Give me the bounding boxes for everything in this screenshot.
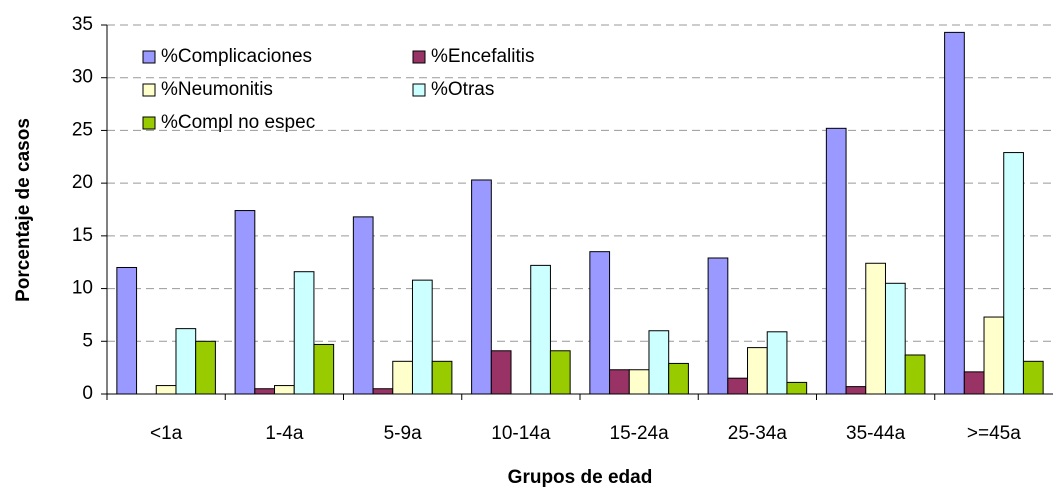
- bar: [628, 369, 650, 395]
- bar: [490, 350, 512, 395]
- bar: [116, 266, 138, 395]
- legend-label: %Encefalitis: [431, 46, 535, 67]
- bar: [234, 210, 256, 395]
- bar: [904, 354, 926, 395]
- bar: [865, 262, 886, 395]
- x-tick-label: 1-4a: [265, 423, 303, 444]
- x-tick-label: 25-34a: [728, 423, 788, 444]
- bar: [411, 279, 433, 395]
- bar: [786, 381, 808, 395]
- x-tick-label: >=45a: [967, 423, 1021, 444]
- x-tick-label: 10-14a: [491, 423, 551, 444]
- bar: [707, 257, 729, 395]
- bar: [293, 271, 315, 395]
- bar: [727, 377, 749, 395]
- y-tick-label: 10: [72, 278, 93, 299]
- bar: [609, 369, 630, 395]
- legend-swatch: [142, 50, 156, 64]
- bar: [766, 331, 788, 395]
- bar: [471, 179, 492, 395]
- legend-label: %Otras: [431, 79, 494, 100]
- bar: [825, 127, 847, 395]
- x-tick-label: 15-24a: [610, 423, 670, 444]
- bar: [392, 360, 413, 395]
- x-tick-label: <1a: [150, 423, 183, 444]
- legend-label: %Complicaciones: [161, 46, 312, 67]
- y-tick-label: 35: [72, 14, 93, 35]
- x-tick-label: 5-9a: [384, 423, 422, 444]
- y-tick-label: 5: [82, 330, 93, 351]
- bar: [944, 31, 965, 395]
- bar: [1003, 152, 1024, 395]
- bar: [274, 385, 295, 395]
- bar: [983, 316, 1005, 395]
- bar: [963, 371, 985, 395]
- bar: [175, 328, 197, 395]
- legend-label: %Compl no espec: [161, 112, 315, 133]
- bar: [549, 350, 571, 395]
- y-tick-label: 15: [72, 225, 93, 246]
- bar: [372, 388, 394, 395]
- legend-swatch: [412, 50, 426, 64]
- y-axis-label: Porcentaje de casos: [13, 118, 34, 302]
- x-axis-label: Grupos de edad: [508, 467, 653, 488]
- bar: [747, 347, 768, 395]
- x-tick-label: 35-44a: [846, 423, 906, 444]
- bar: [155, 385, 177, 395]
- y-tick-label: 30: [72, 67, 93, 88]
- bar: [352, 216, 374, 395]
- legend-swatch: [412, 83, 426, 97]
- y-tick-label: 0: [82, 383, 93, 404]
- bar: [1022, 360, 1044, 395]
- legend-swatch: [142, 116, 156, 130]
- y-tick-label: 25: [72, 119, 93, 140]
- legend-label: %Neumonitis: [161, 79, 273, 100]
- bar: [530, 264, 551, 395]
- bar: [589, 251, 611, 395]
- bar: [431, 360, 453, 395]
- bar: [195, 340, 216, 395]
- bar: [668, 362, 689, 395]
- legend-swatch: [142, 83, 156, 97]
- bar: [845, 386, 867, 395]
- bar: [313, 343, 335, 395]
- y-tick-label: 20: [72, 172, 93, 193]
- bar: [648, 330, 670, 395]
- bar: [884, 282, 906, 395]
- bar: [254, 388, 276, 395]
